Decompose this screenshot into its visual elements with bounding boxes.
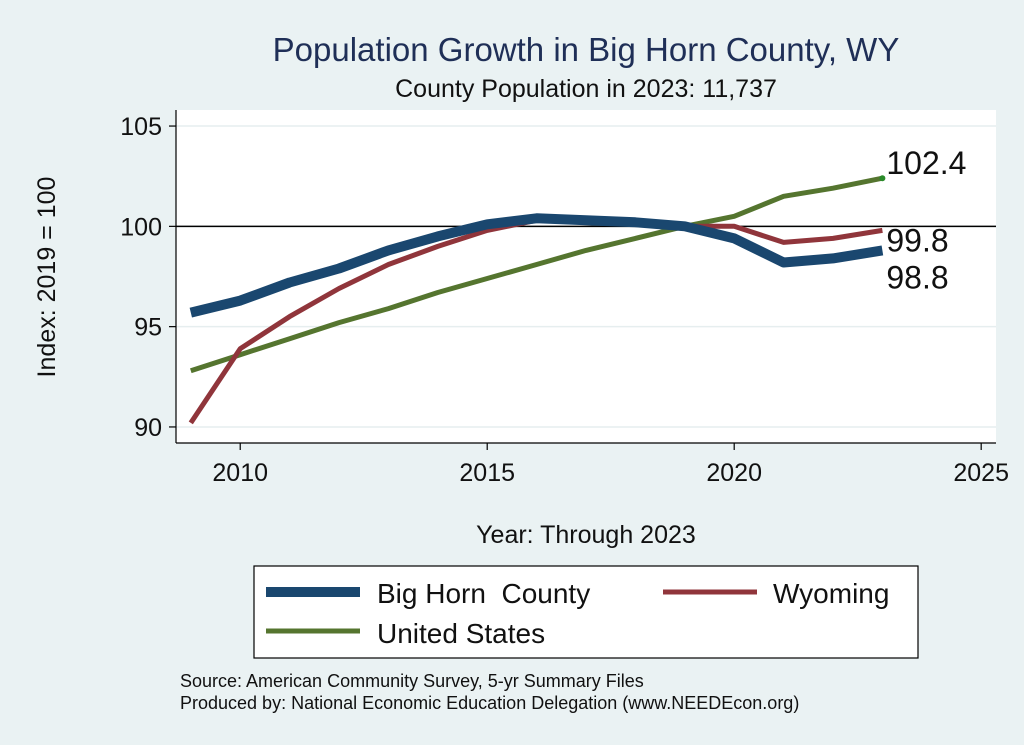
series-line-big-horn-county (189, 213, 884, 318)
end-label-big-horn-county: 98.8 (886, 259, 948, 295)
series-lines (188, 175, 884, 425)
y-axis-label: Index: 2019 = 100 (33, 177, 61, 378)
legend-label-big-horn: Big Horn County (377, 578, 590, 609)
tick-marks: 90 95 100 105 2010 2015 2020 2025 (120, 113, 1009, 487)
legend: Big Horn County Wyoming United States (253, 565, 919, 659)
x-tick-label: 2020 (706, 459, 762, 487)
source-line: Source: American Community Survey, 5-yr … (180, 671, 644, 691)
chart-subtitle: County Population in 2023: 11,737 (395, 75, 777, 103)
end-labels: 102.4 99.898.8 (879, 145, 966, 295)
x-tick-label: 2025 (953, 459, 1009, 487)
axes (175, 110, 996, 444)
united-states-end-dot (879, 175, 886, 182)
chart-title: Population Growth in Big Horn County, WY (273, 31, 900, 68)
x-axis-label: Year: Through 2023 (476, 521, 696, 549)
y-tick-label: 95 (134, 314, 162, 342)
end-label-united-states: 102.4 (886, 145, 966, 181)
x-tick-label: 2015 (459, 459, 515, 487)
produced-by-line: Produced by: National Economic Education… (180, 693, 799, 713)
y-tick-label: 105 (120, 113, 162, 141)
x-tick-label: 2010 (212, 459, 268, 487)
legend-label-united-states: United States (377, 618, 545, 649)
legend-box (253, 565, 919, 659)
series-line-united-states (190, 175, 883, 374)
y-tick-label: 90 (134, 414, 162, 442)
y-tick-label: 100 (120, 213, 162, 241)
legend-label-wyoming: Wyoming (773, 578, 889, 609)
end-label-wyoming: 99.8 (886, 222, 948, 258)
